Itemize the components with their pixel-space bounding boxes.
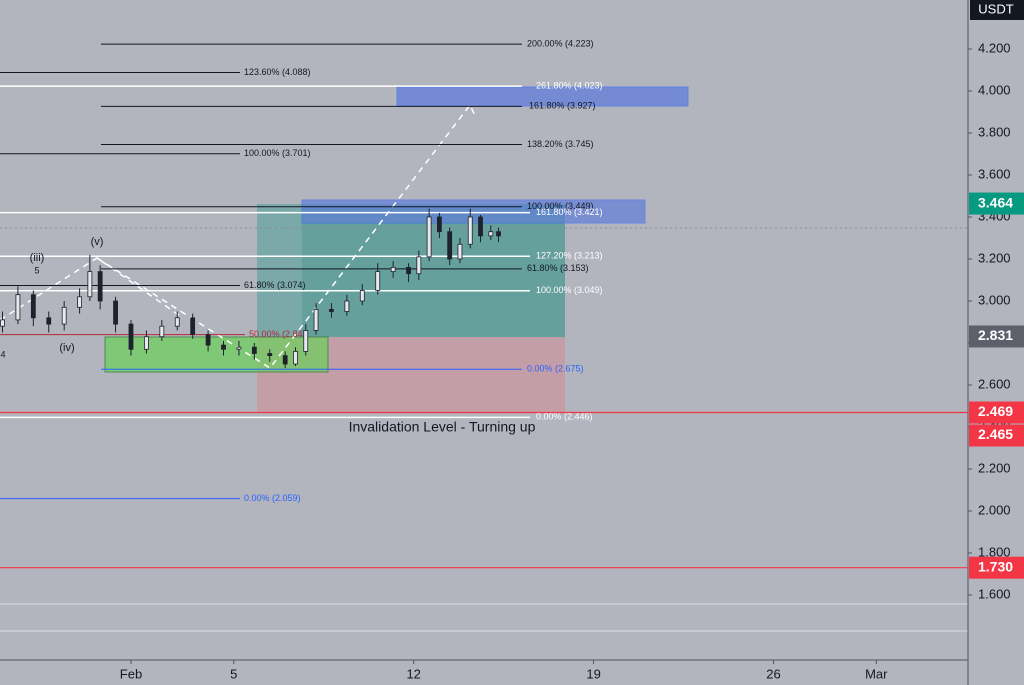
candle-body <box>128 323 134 350</box>
price-label-box <box>969 325 1024 348</box>
annotation: Invalidation Level - Turning up <box>349 419 536 435</box>
blue-zone <box>301 199 646 224</box>
price-label-box <box>969 401 1024 424</box>
fib-label: 0.00% (2.675) <box>527 364 584 374</box>
fib-label: 61.80% (3.074) <box>244 280 306 290</box>
blue-zone <box>396 86 689 107</box>
candle-body <box>457 243 463 260</box>
candle-body <box>359 290 365 302</box>
candle-body <box>467 216 473 245</box>
fib-label: 100.00% (3.449) <box>527 201 594 211</box>
fib-label: 0.00% (2.059) <box>244 493 301 503</box>
x-tick-label: 26 <box>766 666 780 681</box>
price-label-box <box>969 192 1024 215</box>
candle-body <box>375 271 381 291</box>
x-tick-label: Mar <box>865 666 888 681</box>
price-label-box <box>969 556 1024 579</box>
fib-label: 100.00% (3.701) <box>244 148 311 158</box>
candle-body <box>293 350 298 365</box>
y-tick-label: 2.600 <box>978 376 1011 391</box>
price-label: 1.730 <box>978 558 1013 574</box>
candle-body <box>87 271 93 298</box>
candle-body <box>159 325 165 338</box>
candle-body <box>267 353 273 356</box>
candle-body <box>144 336 149 350</box>
annotation: 4 <box>0 349 5 359</box>
fib-label: 261.80% (4.023) <box>536 81 603 91</box>
candle-body <box>113 300 118 325</box>
x-tick-label: Feb <box>120 666 142 681</box>
fib-label: 161.80% (3.927) <box>529 101 596 111</box>
candle-body <box>426 216 432 258</box>
fib-label: 127.20% (3.213) <box>536 251 603 261</box>
y-tick-label: 3.200 <box>978 250 1011 265</box>
candle-body <box>46 317 52 325</box>
candle-body <box>488 231 494 237</box>
profit-zone-inner <box>302 223 565 337</box>
x-tick-label: 5 <box>230 666 237 681</box>
candle-body <box>436 216 442 233</box>
candle-body <box>496 231 501 237</box>
candle-body <box>30 294 36 319</box>
price-label: 3.464 <box>978 194 1013 210</box>
x-tick-label: 19 <box>586 666 600 681</box>
candle-body <box>251 346 257 354</box>
fib-label: 0.00% (2.446) <box>536 412 593 422</box>
candle-body <box>236 346 242 350</box>
annotation: 5 <box>34 265 39 275</box>
y-tick-label: 4.000 <box>978 82 1011 97</box>
y-tick-label: 2.000 <box>978 502 1011 517</box>
fib-label: 161.80% (3.421) <box>536 207 603 217</box>
candle-body <box>282 355 288 365</box>
fib-label: 50.00% (2.84 <box>249 329 303 339</box>
y-tick-label: 3.000 <box>978 292 1011 307</box>
y-tick-label: 3.800 <box>978 124 1011 139</box>
candle-body <box>303 329 309 352</box>
fib-label: 138.20% (3.745) <box>527 139 594 149</box>
candle-body <box>416 256 422 275</box>
currency: USDT <box>978 1 1013 16</box>
candle-body <box>61 306 67 325</box>
candle-body <box>478 216 483 237</box>
price-label-box <box>969 424 1024 447</box>
candle-body <box>174 317 180 327</box>
fib-label: 61.80% (3.153) <box>527 263 589 273</box>
projection-path <box>96 103 477 370</box>
candle-body <box>77 296 82 308</box>
green-zone <box>104 336 329 373</box>
price-label: 2.831 <box>978 327 1013 343</box>
y-tick-label: 2.200 <box>978 460 1011 475</box>
fib-label: 100.00% (3.049) <box>536 285 603 295</box>
candle-body <box>205 334 211 346</box>
candle-body <box>313 308 319 331</box>
y-tick-label: 4.200 <box>978 40 1011 55</box>
candle-body <box>221 344 226 350</box>
currency-box <box>970 0 1024 20</box>
candle-body <box>329 308 334 312</box>
candle-body <box>190 317 196 335</box>
candle-body <box>15 294 21 321</box>
price-label: 2.465 <box>978 426 1013 442</box>
y-tick-label: 1.800 <box>978 544 1011 559</box>
annotation: (iv) <box>59 342 74 354</box>
candle-body <box>0 319 5 327</box>
fib-label: 200.00% (4.223) <box>527 39 594 49</box>
profit-zone <box>257 204 565 337</box>
candle-body <box>447 231 453 260</box>
annotation: (v) <box>91 236 104 248</box>
candle-body <box>344 300 350 312</box>
x-tick-label: 12 <box>406 666 420 681</box>
fib-label: 123.60% (4.088) <box>244 67 311 77</box>
price-label: 2.469 <box>978 403 1013 419</box>
annotation: (iii) <box>30 252 45 264</box>
y-tick-label: 3.600 <box>978 166 1011 181</box>
candle-body <box>97 271 103 302</box>
y-tick-label: 1.600 <box>978 586 1011 601</box>
candle-body <box>390 266 396 272</box>
candle-body <box>406 266 411 275</box>
